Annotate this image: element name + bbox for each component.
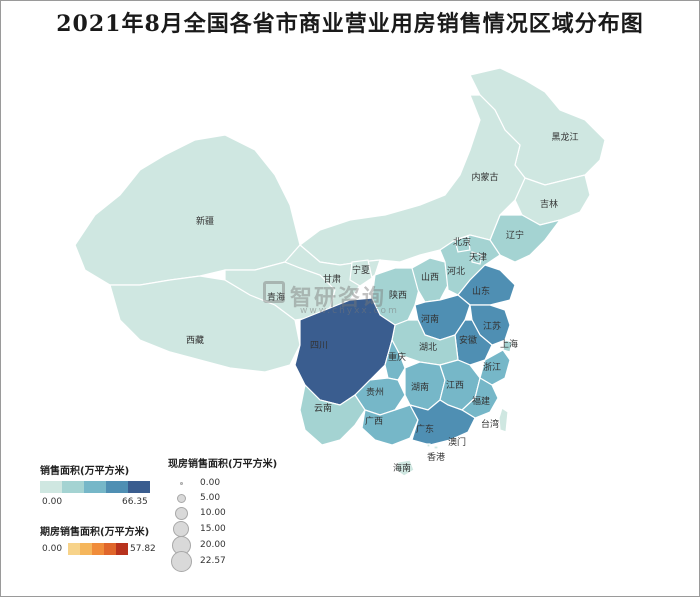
province-香港 <box>433 445 439 450</box>
province-广西 <box>361 404 419 446</box>
province-label-台湾: 台湾 <box>481 418 499 430</box>
province-label-河南: 河南 <box>421 313 439 325</box>
province-label-江苏: 江苏 <box>483 320 501 332</box>
province-label-甘肃: 甘肃 <box>323 273 341 285</box>
province-label-上海: 上海 <box>500 338 518 350</box>
province-label-安徽: 安徽 <box>459 334 477 346</box>
sales-legend-min: 0.00 <box>42 497 63 507</box>
existing-legend-label: 15.00 <box>200 524 226 534</box>
province-label-云南: 云南 <box>314 402 332 414</box>
province-label-辽宁: 辽宁 <box>506 229 524 241</box>
forward-legend-min: 0.00 <box>42 544 63 554</box>
province-label-广西: 广西 <box>365 415 383 427</box>
sales-swatch <box>40 481 62 493</box>
forward-swatch <box>92 543 104 555</box>
province-label-河北: 河北 <box>447 265 465 277</box>
province-label-江西: 江西 <box>446 380 464 391</box>
province-吉林 <box>514 174 591 226</box>
province-label-黑龙江: 黑龙江 <box>551 131 578 143</box>
sales-swatch <box>62 481 84 493</box>
map-title: 2021年8月全国各省市商业营业用房销售情况区域分布图 <box>56 11 644 37</box>
province-label-湖北: 湖北 <box>419 342 437 353</box>
forward-swatch <box>80 543 92 555</box>
province-label-浙江: 浙江 <box>483 361 501 373</box>
province-label-宁夏: 宁夏 <box>352 264 370 276</box>
existing-legend-bubble <box>179 481 183 485</box>
province-label-香港: 香港 <box>427 451 445 463</box>
existing-legend-title: 现房销售面积(万平方米) <box>168 459 278 470</box>
existing-legend-bubble <box>176 493 186 503</box>
sales-legend-max: 66.35 <box>122 497 148 507</box>
existing-legend-bubble <box>174 506 188 520</box>
province-台湾 <box>498 407 509 433</box>
province-label-西藏: 西藏 <box>186 334 204 346</box>
watermark-brand: 智研咨询 <box>290 286 387 311</box>
province-label-贵州: 贵州 <box>366 386 384 398</box>
province-山西 <box>411 257 449 303</box>
province-广东 <box>408 399 476 446</box>
sales-swatch <box>84 481 106 493</box>
province-上海 <box>502 339 513 353</box>
province-label-山西: 山西 <box>421 272 439 283</box>
province-内蒙古 <box>299 94 526 266</box>
existing-legend-bubble <box>173 521 189 537</box>
province-澳门 <box>426 443 431 448</box>
existing-legend-bubble <box>170 550 192 572</box>
existing-legend-label: 0.00 <box>200 478 221 488</box>
province-宁夏 <box>349 259 373 287</box>
province-北京 <box>454 235 471 253</box>
watermark-logo-icon <box>263 281 285 303</box>
province-label-澳门: 澳门 <box>448 436 466 448</box>
forward-swatch <box>104 543 116 555</box>
forward-swatch <box>68 543 80 555</box>
existing-legend-label: 10.00 <box>200 508 226 518</box>
province-label-新疆: 新疆 <box>196 215 214 227</box>
watermark-url: www.chyxx.com <box>300 306 399 316</box>
province-label-福建: 福建 <box>472 395 490 407</box>
province-福建 <box>461 377 499 419</box>
province-label-重庆: 重庆 <box>388 351 406 363</box>
sales-swatch <box>106 481 128 493</box>
existing-legend-label: 20.00 <box>200 540 226 550</box>
province-label-内蒙古: 内蒙古 <box>471 171 498 183</box>
province-四川 <box>294 297 396 406</box>
province-label-山东: 山东 <box>472 285 490 297</box>
province-海南 <box>395 459 415 477</box>
province-label-四川: 四川 <box>310 341 328 351</box>
existing-legend-label: 5.00 <box>200 493 221 503</box>
sales-legend-title: 销售面积(万平方米) <box>40 466 130 477</box>
province-label-广东: 广东 <box>416 423 434 435</box>
province-label-北京: 北京 <box>453 236 471 248</box>
province-天津 <box>471 251 483 265</box>
forward-legend-title: 期房销售面积(万平方米) <box>40 527 150 538</box>
forward-swatch <box>116 543 128 555</box>
province-label-青海: 青海 <box>267 291 285 303</box>
province-云南 <box>299 383 366 446</box>
sales-swatch <box>128 481 150 493</box>
province-label-吉林: 吉林 <box>540 198 558 210</box>
province-label-天津: 天津 <box>469 252 487 263</box>
province-label-湖南: 湖南 <box>411 381 429 393</box>
province-label-海南: 海南 <box>393 462 411 474</box>
forward-legend-max: 57.82 <box>130 544 156 554</box>
province-新疆 <box>74 134 301 286</box>
existing-legend-label: 22.57 <box>200 556 226 566</box>
province-label-陕西: 陕西 <box>389 289 407 301</box>
